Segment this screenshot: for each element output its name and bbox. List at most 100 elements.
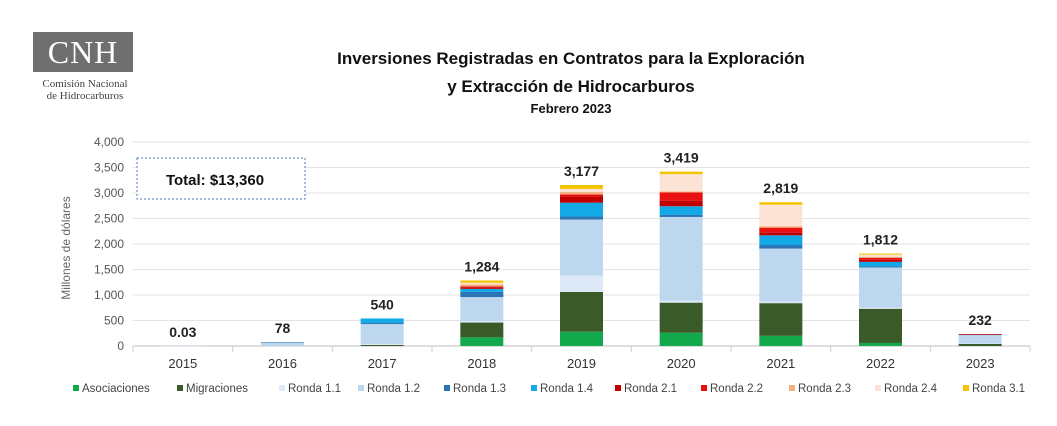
bar-segment	[859, 342, 902, 346]
bar-total-label: 540	[370, 296, 394, 312]
bar-segment	[759, 303, 803, 336]
legend-swatch	[531, 385, 537, 391]
legend-label: Ronda 3.1	[972, 383, 1025, 395]
bar-segment	[759, 202, 803, 205]
bar-segment	[360, 318, 404, 324]
legend-swatch	[701, 385, 707, 391]
bar-total-label: 0.03	[169, 324, 196, 340]
legend-label: Ronda 2.2	[710, 383, 763, 395]
bar-segment	[759, 248, 803, 302]
bar-segment	[360, 344, 404, 346]
bar-segment	[759, 226, 803, 228]
logo-subtitle-line2: de Hidrocarburos	[46, 90, 124, 102]
legend-label: Ronda 1.1	[288, 383, 341, 395]
bar-segment	[759, 335, 803, 346]
y-tick-label: 1,000	[94, 288, 124, 302]
bar-segment	[958, 343, 1002, 344]
bar-segment	[759, 235, 803, 246]
bar-total-labels: 0.03 78 540 1,284 3,177 3,419 2,819 1,812 232	[169, 150, 992, 340]
legend-swatch	[444, 385, 450, 391]
total-box	[136, 157, 306, 200]
x-tick-label: 2022	[866, 356, 895, 371]
bar-segment	[659, 206, 703, 215]
bar-segment	[659, 171, 703, 175]
bar-segment	[859, 261, 902, 267]
bar-segment	[261, 342, 304, 346]
bar-total-label: 232	[968, 312, 992, 328]
bar-segment	[958, 334, 1002, 335]
legend-label: Ronda 2.3	[798, 383, 851, 395]
cnh-logo: CNH Comisión Nacional de Hidrocarburos	[30, 32, 150, 102]
bar-segment	[859, 259, 902, 262]
bar-segment	[560, 196, 603, 203]
bar-segment	[460, 297, 504, 322]
y-axis-ticks: 0 500 1,000 1,500 2,000 2,500 3,000 3,500 4,000	[94, 135, 124, 353]
bar-segment	[659, 191, 703, 193]
bar-segment	[560, 331, 603, 346]
bar-segment	[859, 256, 902, 258]
x-tick-label: 2017	[368, 356, 397, 371]
y-tick-label: 1,500	[94, 263, 124, 277]
x-tick-label: 2015	[168, 356, 197, 371]
legend-swatch	[875, 385, 881, 391]
y-tick-label: 3,500	[94, 161, 124, 175]
legend-label: Ronda 2.1	[624, 383, 677, 395]
logo-mark: CNH	[33, 32, 133, 72]
legend-label: Asociaciones	[82, 383, 150, 395]
legend-label: Ronda 2.4	[884, 383, 938, 395]
bar-segment	[560, 188, 603, 192]
bar-segment	[859, 308, 902, 343]
bar-segment	[460, 321, 504, 323]
bar-total-label: 1,284	[464, 259, 499, 275]
bar-segment	[659, 302, 703, 333]
y-tick-label: 2,500	[94, 212, 124, 226]
bar-segment	[261, 342, 304, 343]
bar-total-label: 3,177	[564, 163, 599, 179]
bar-segment	[659, 174, 703, 192]
bar-total-label: 1,812	[863, 232, 898, 248]
bar-segment	[560, 194, 603, 197]
x-tick-label: 2019	[567, 356, 596, 371]
bar-total-label: 2,819	[763, 180, 798, 196]
bar-segment	[161, 345, 205, 347]
x-axis-ticks: 2015 2016 2017 2018 2019 2020 2021 2022 2023	[132, 346, 1031, 371]
bar-segment	[759, 301, 803, 304]
bar-segment	[859, 307, 902, 309]
total-box-text: Total: $13,360	[166, 172, 264, 189]
x-tick-label: 2018	[467, 356, 496, 371]
y-tick-label: 3,000	[94, 186, 124, 200]
bar-segment	[859, 254, 902, 257]
bar-segment	[460, 282, 504, 285]
legend-label: Migraciones	[186, 383, 248, 395]
x-tick-label: 2020	[667, 356, 696, 371]
bar-segment	[659, 192, 703, 201]
x-tick-label: 2023	[966, 356, 995, 371]
bar-segment	[659, 216, 703, 301]
bar-segment	[958, 334, 1002, 344]
bar-segment	[360, 343, 404, 345]
y-tick-label: 500	[104, 314, 124, 328]
bars	[161, 171, 1002, 347]
bar-segment	[460, 287, 504, 289]
bar-segment	[460, 288, 504, 292]
bar-segment	[460, 322, 504, 338]
logo-subtitle-line1: Comisión Nacional	[42, 78, 128, 90]
x-tick-label: 2016	[268, 356, 297, 371]
legend-label: Ronda 1.2	[367, 383, 420, 395]
bar-segment	[560, 219, 603, 276]
y-tick-label: 2,000	[94, 237, 124, 251]
bar-segment	[560, 191, 603, 195]
bar-segment	[560, 216, 603, 220]
bar-segment	[560, 184, 603, 189]
bar-segment	[560, 275, 603, 292]
legend-swatch	[73, 385, 79, 391]
bar-segment	[659, 300, 703, 303]
bar-segment	[759, 204, 803, 227]
bar-segment	[759, 245, 803, 249]
y-axis-label: Millones de dólares	[59, 196, 73, 299]
bar-segment	[460, 337, 504, 346]
bar-segment	[560, 291, 603, 332]
bar-segment	[560, 202, 603, 217]
bar-segment	[460, 284, 504, 287]
legend-swatch	[177, 385, 183, 391]
